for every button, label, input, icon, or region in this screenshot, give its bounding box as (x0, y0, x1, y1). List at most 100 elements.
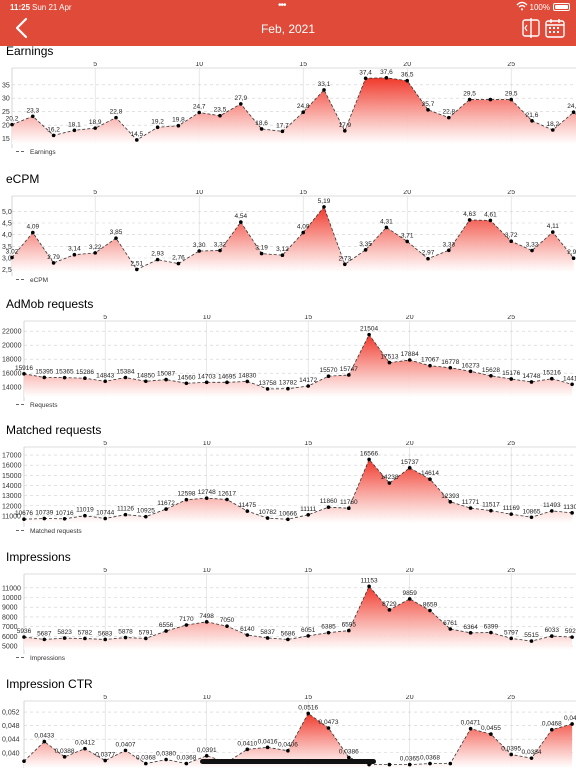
data-point (286, 386, 290, 391)
data-point (144, 761, 148, 766)
data-point (468, 631, 473, 635)
data-point (529, 639, 534, 643)
data-point (448, 365, 453, 370)
data-point (184, 497, 189, 502)
area-fill (12, 77, 576, 144)
data-point (176, 123, 181, 128)
data-point (343, 129, 347, 133)
data-point (489, 508, 493, 513)
data-label: 6761 (443, 620, 458, 627)
data-point (570, 382, 574, 387)
x-tick-label: 25 (507, 190, 515, 196)
data-point (83, 746, 87, 751)
data-point (239, 102, 243, 106)
status-time: 11:25 (10, 3, 31, 12)
data-point (529, 380, 534, 384)
data-label: 18,6 (255, 120, 268, 127)
data-label: 11475 (239, 502, 257, 509)
data-label: 29,5 (505, 91, 518, 98)
y-tick-label: 22000 (2, 329, 22, 336)
data-point (367, 332, 371, 337)
data-point (204, 496, 209, 500)
calendar-icon[interactable] (545, 18, 565, 38)
data-label: 3,22 (89, 244, 102, 251)
nav-bar: 11:25 Sun 21 Apr ••• 100% Feb, 2021 (0, 0, 576, 46)
data-point (426, 256, 430, 261)
data-label: 0,0384 (522, 749, 542, 756)
y-tick-label: 8000 (2, 614, 18, 621)
data-point (135, 267, 139, 272)
data-label: 5683 (98, 630, 113, 637)
data-point (407, 762, 412, 767)
data-label: 11169 (503, 505, 520, 512)
area-fill (24, 334, 573, 397)
data-point (428, 477, 432, 482)
legend-label: Impressions (30, 655, 66, 662)
battery-icon (553, 3, 570, 11)
data-label: 6033 (545, 627, 560, 634)
data-point (322, 88, 326, 92)
data-point (164, 629, 168, 633)
data-point (448, 627, 453, 631)
back-chevron-icon[interactable] (12, 17, 32, 39)
data-label: 17513 (380, 354, 398, 361)
y-tick-label: 3,0 (2, 256, 12, 263)
data-label: 24,7 (193, 104, 206, 111)
section-title-ecpm: eCPM (6, 172, 40, 186)
data-label: 0,0455 (481, 725, 501, 732)
compare-split-icon[interactable] (522, 18, 540, 38)
data-label: 0,0377 (95, 752, 115, 759)
data-point (265, 387, 270, 391)
data-label: 11126 (117, 506, 134, 513)
data-point (326, 374, 331, 379)
data-label: 15286 (76, 369, 94, 376)
data-label: 8659 (423, 602, 438, 609)
data-label: 0,0368 (136, 755, 156, 762)
data-label: 4,11 (547, 223, 560, 230)
data-label: 2,79 (47, 254, 60, 261)
data-label: 0,0388 (55, 748, 75, 755)
status-date: Sun 21 Apr (32, 3, 72, 12)
data-point (551, 128, 555, 132)
legend-label: Earnings (30, 149, 56, 156)
data-label: 4,54 (234, 213, 247, 220)
data-label: 5687 (37, 630, 52, 637)
area-fill (24, 713, 573, 768)
data-label: 5878 (118, 629, 133, 636)
section-title-matched-requests: Matched requests (6, 423, 102, 437)
battery-percent: 100% (529, 3, 550, 12)
data-point (407, 466, 412, 470)
data-label: 5923 (565, 628, 576, 635)
y-tick-label: 10000 (2, 595, 22, 602)
data-point (225, 380, 229, 385)
impressions-chart: 5 10 15 20 25 5000 6000 7000 8000 9000 10000 11000 5… (2, 568, 576, 662)
data-label: 0,0471 (461, 720, 481, 727)
data-point (306, 711, 311, 716)
data-point (509, 636, 513, 641)
x-tick-label: 20 (406, 315, 414, 321)
data-point (103, 516, 107, 521)
x-tick-label: 15 (299, 190, 307, 196)
data-label: 10716 (56, 510, 74, 517)
data-point (225, 497, 229, 502)
data-point (387, 360, 392, 365)
data-point (218, 113, 222, 118)
data-label: 5823 (57, 629, 72, 636)
area-fill (24, 459, 573, 523)
data-label: 37,4 (359, 69, 372, 76)
data-label: 11019 (76, 507, 94, 514)
data-point (428, 761, 432, 766)
y-tick-label: 3,5 (2, 244, 12, 251)
data-label: 11493 (543, 502, 561, 509)
data-label: 0,0386 (339, 748, 359, 755)
x-tick-label: 5 (103, 441, 107, 447)
multitasking-dots-icon[interactable]: ••• (278, 0, 286, 11)
data-label: 14748 (522, 373, 540, 380)
data-point (347, 373, 351, 377)
data-point (468, 506, 473, 510)
data-label: 0,0368 (176, 755, 196, 762)
y-tick-label: 11000 (2, 585, 21, 592)
data-label: 3,19 (255, 245, 268, 252)
data-point (42, 375, 47, 380)
x-tick-label: 20 (406, 568, 414, 574)
